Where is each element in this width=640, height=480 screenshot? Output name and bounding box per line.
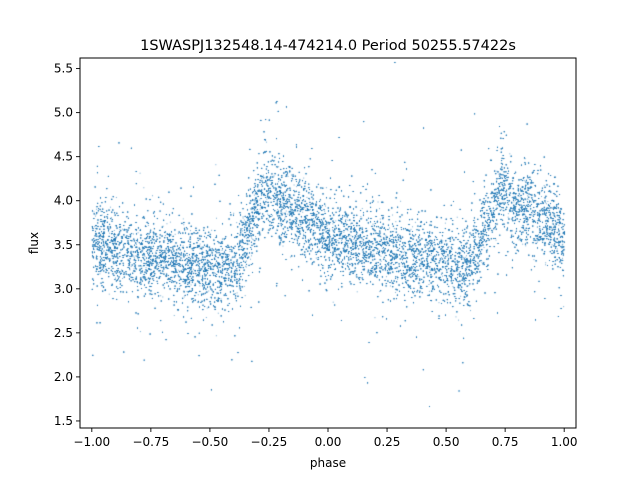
y-tick-label: 3.0 bbox=[54, 282, 73, 296]
x-axis-label: phase bbox=[310, 456, 346, 470]
y-tick-label: 4.5 bbox=[54, 150, 73, 164]
x-axis: −1.00 −0.75 −0.50 −0.25 0.00 0.25 0.50 0.75 1.00 bbox=[73, 428, 578, 449]
y-tick-label: 1.5 bbox=[54, 414, 73, 428]
x-tick-label: −0.50 bbox=[192, 435, 229, 449]
plot-area bbox=[80, 58, 576, 428]
y-axis-label: flux bbox=[27, 232, 41, 254]
x-tick-label: 0.50 bbox=[433, 435, 460, 449]
y-tick-label: 2.5 bbox=[54, 326, 73, 340]
y-tick-label: 2.0 bbox=[54, 370, 73, 384]
scatter-canvas bbox=[80, 58, 576, 428]
y-tick-label: 5.5 bbox=[54, 62, 73, 76]
x-tick-label: 1.00 bbox=[551, 435, 578, 449]
x-tick-label: −0.75 bbox=[132, 435, 169, 449]
x-tick-label: 0.00 bbox=[315, 435, 342, 449]
y-tick-label: 5.0 bbox=[54, 106, 73, 120]
y-tick-label: 4.0 bbox=[54, 194, 73, 208]
x-tick-label: −0.25 bbox=[251, 435, 288, 449]
scatter-points bbox=[80, 58, 576, 428]
chart-title: 1SWASPJ132548.14-474214.0 Period 50255.5… bbox=[140, 38, 516, 54]
x-tick-label: 0.25 bbox=[374, 435, 401, 449]
x-tick-label: 0.75 bbox=[492, 435, 519, 449]
y-tick-label: 3.5 bbox=[54, 238, 73, 252]
x-tick-label: −1.00 bbox=[73, 435, 110, 449]
y-axis: 1.5 2.0 2.5 3.0 3.5 4.0 4.5 5.0 5.5 bbox=[54, 62, 80, 428]
